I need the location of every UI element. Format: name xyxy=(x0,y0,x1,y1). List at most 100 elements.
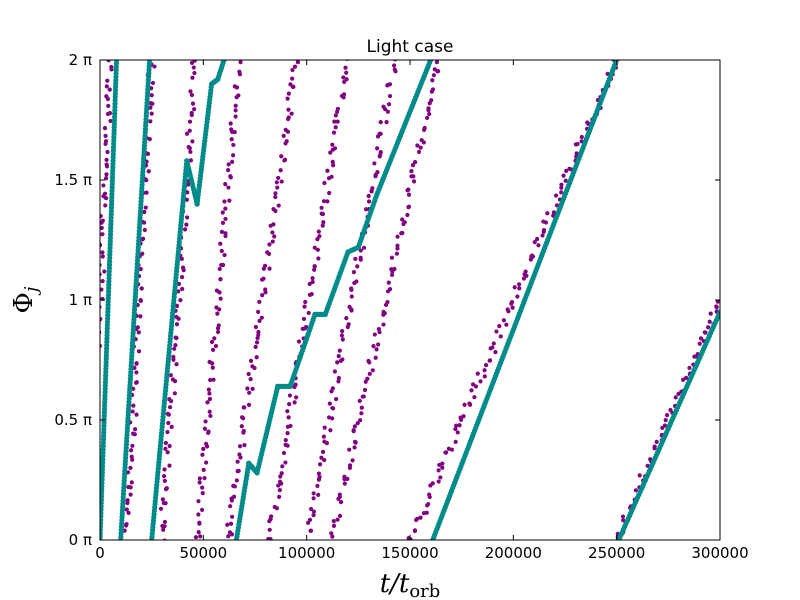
purple-data-point xyxy=(288,82,293,87)
purple-data-point xyxy=(317,234,322,239)
purple-data-point xyxy=(102,269,107,274)
purple-data-point xyxy=(663,417,668,423)
purple-data-point xyxy=(198,534,203,539)
purple-data-point xyxy=(654,439,659,444)
purple-data-point xyxy=(241,428,246,434)
purple-data-point xyxy=(277,488,282,493)
purple-data-point xyxy=(472,395,477,400)
purple-data-point xyxy=(223,182,228,187)
purple-data-point xyxy=(236,468,241,473)
purple-data-point xyxy=(320,449,326,454)
purple-data-point xyxy=(134,412,139,417)
purple-data-point xyxy=(415,143,420,148)
purple-data-point xyxy=(347,304,352,309)
purple-data-point xyxy=(101,183,106,188)
purple-data-point xyxy=(331,130,337,135)
purple-data-point xyxy=(200,507,205,512)
purple-data-point xyxy=(128,492,133,497)
purple-data-point xyxy=(179,256,184,261)
purple-data-point xyxy=(94,377,98,381)
purple-data-point xyxy=(214,305,219,310)
purple-data-point xyxy=(385,109,391,114)
purple-data-point xyxy=(279,481,284,486)
purple-data-point xyxy=(237,452,242,457)
purple-data-point xyxy=(532,240,537,245)
purple-data-point xyxy=(381,309,386,315)
teal-data-point xyxy=(113,60,120,63)
purple-data-point xyxy=(223,216,228,222)
purple-data-point xyxy=(315,483,320,489)
purple-data-point xyxy=(167,443,172,449)
purple-data-point xyxy=(132,427,138,432)
purple-data-point xyxy=(432,67,437,72)
purple-data-point xyxy=(344,77,349,82)
purple-data-point xyxy=(418,145,423,150)
y-axis-label-main: Φ xyxy=(9,292,39,313)
purple-data-point xyxy=(363,207,369,212)
purple-data-point xyxy=(142,227,147,233)
purple-data-point xyxy=(347,447,352,452)
purple-data-point xyxy=(174,314,179,320)
purple-data-point xyxy=(189,92,194,98)
purple-data-point xyxy=(166,420,171,426)
y-axis: 0 π 0.5 π 1 π 1.5 π 2 π xyxy=(54,51,720,549)
purple-data-point xyxy=(165,450,170,455)
purple-data-point xyxy=(708,311,713,316)
purple-data-point xyxy=(453,439,458,444)
purple-data-point xyxy=(219,229,225,234)
purple-data-point xyxy=(301,316,307,322)
purple-data-point xyxy=(92,476,96,480)
purple-data-point xyxy=(369,189,374,194)
purple-data-point xyxy=(267,266,272,271)
purple-data-point xyxy=(436,468,441,473)
purple-data-point xyxy=(250,386,255,391)
purple-data-point xyxy=(207,359,212,364)
purple-data-point xyxy=(196,499,201,504)
purple-data-point xyxy=(320,223,325,228)
purple-data-point xyxy=(652,444,657,449)
purple-data-point xyxy=(350,458,355,463)
purple-data-point xyxy=(218,241,223,246)
purple-data-point xyxy=(338,500,344,505)
purple-data-point xyxy=(461,414,466,419)
purple-data-point xyxy=(312,245,317,250)
purple-data-point xyxy=(100,213,103,219)
purple-data-point xyxy=(406,192,412,197)
purple-data-point xyxy=(431,73,436,78)
purple-data-point xyxy=(214,288,219,293)
purple-data-point xyxy=(257,299,262,304)
purple-data-point xyxy=(158,506,164,511)
purple-data-point xyxy=(92,420,96,424)
purple-data-point xyxy=(315,247,320,252)
purple-data-point xyxy=(540,233,545,238)
purple-data-point xyxy=(136,330,141,335)
purple-data-point xyxy=(192,70,197,76)
purple-data-point xyxy=(354,279,359,284)
purple-data-point xyxy=(160,497,166,502)
x-tick-label: 0 xyxy=(95,544,105,562)
purple-data-point xyxy=(316,229,321,234)
purple-data-point xyxy=(392,67,397,72)
purple-data-point xyxy=(183,227,188,232)
purple-data-point xyxy=(149,111,154,116)
purple-data-point xyxy=(319,205,324,210)
purple-data-point xyxy=(342,481,347,486)
purple-data-point xyxy=(333,125,338,130)
purple-data-point xyxy=(268,517,273,522)
purple-data-point xyxy=(467,401,472,406)
purple-data-point xyxy=(286,415,291,420)
purple-data-point xyxy=(328,150,333,155)
purple-data-point xyxy=(148,100,153,106)
purple-data-point xyxy=(162,519,168,525)
purple-data-point xyxy=(353,256,358,262)
purple-data-point xyxy=(279,154,284,159)
purple-data-point xyxy=(440,465,445,470)
purple-data-point xyxy=(100,218,105,223)
purple-data-point xyxy=(575,141,580,147)
purple-data-point xyxy=(429,98,434,103)
purple-data-point xyxy=(234,478,239,483)
purple-data-point xyxy=(89,525,93,529)
purple-data-point xyxy=(517,286,522,291)
purple-data-point xyxy=(648,457,653,462)
purple-data-point xyxy=(165,429,170,435)
